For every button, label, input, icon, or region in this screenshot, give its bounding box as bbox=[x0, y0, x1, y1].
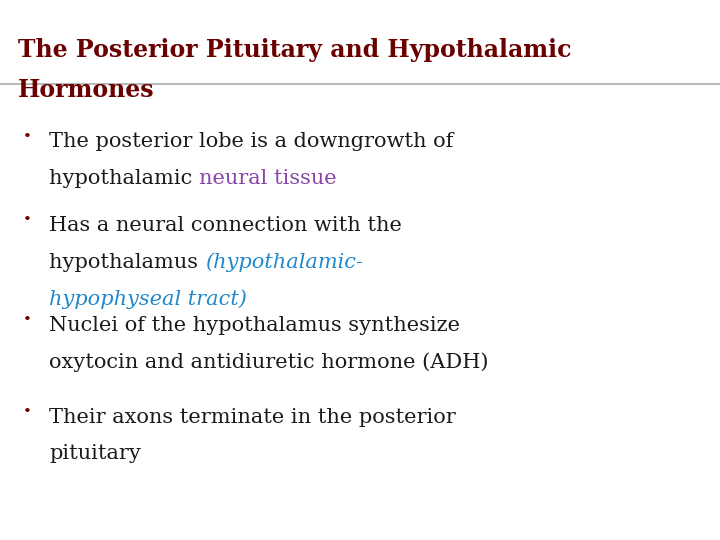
Text: The Posterior Pituitary and Hypothalamic: The Posterior Pituitary and Hypothalamic bbox=[18, 38, 572, 62]
Text: Nuclei of the hypothalamus synthesize: Nuclei of the hypothalamus synthesize bbox=[49, 316, 460, 335]
Text: •: • bbox=[23, 313, 32, 327]
Text: neural tissue: neural tissue bbox=[199, 169, 336, 188]
Text: (hypothalamic-: (hypothalamic- bbox=[204, 253, 363, 272]
Text: pituitary: pituitary bbox=[49, 444, 141, 463]
Text: hypophyseal tract): hypophyseal tract) bbox=[49, 289, 247, 309]
Text: The posterior lobe is a downgrowth of: The posterior lobe is a downgrowth of bbox=[49, 132, 454, 151]
Text: Has a neural connection with the: Has a neural connection with the bbox=[49, 216, 402, 235]
Text: •: • bbox=[23, 405, 32, 419]
Text: •: • bbox=[23, 130, 32, 144]
Text: hypothalamus: hypothalamus bbox=[49, 253, 204, 272]
Text: oxytocin and antidiuretic hormone (ADH): oxytocin and antidiuretic hormone (ADH) bbox=[49, 353, 488, 372]
Text: •: • bbox=[23, 213, 32, 227]
Text: Hormones: Hormones bbox=[18, 78, 155, 102]
Text: hypothalamic: hypothalamic bbox=[49, 169, 199, 188]
Text: Their axons terminate in the posterior: Their axons terminate in the posterior bbox=[49, 408, 456, 427]
